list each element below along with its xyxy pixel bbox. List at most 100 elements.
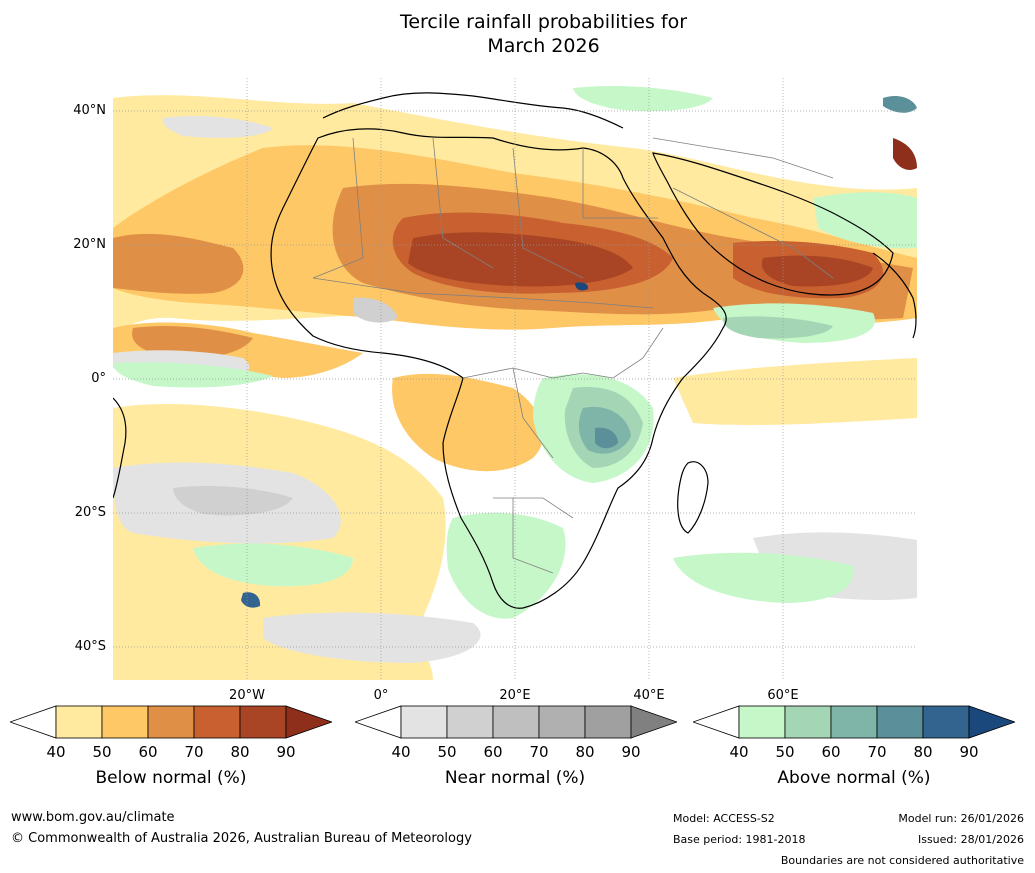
colorbar-above-bin-70 — [876, 705, 924, 739]
colorbar-below-tick-40: 40 — [46, 743, 66, 761]
colorbar-near-tick-90: 90 — [621, 743, 641, 761]
footer-copyright: © Commonwealth of Australia 2026, Austra… — [11, 831, 472, 846]
colorbar-above-bin-40 — [738, 705, 786, 739]
border-central-1 — [462, 367, 584, 379]
above-70-caspian — [883, 96, 917, 113]
colorbar-above — [693, 705, 1015, 739]
above-40-southern-africa — [446, 512, 566, 619]
rainfall-probability-map — [113, 78, 917, 680]
colorbar-below-bin-50 — [101, 705, 149, 739]
coastlines — [113, 92, 917, 609]
border-sahara-1 — [312, 137, 364, 279]
footer-disclaimer: Boundaries are not considered authoritat… — [780, 854, 1024, 867]
colorbar-below-tick-90: 90 — [276, 743, 296, 761]
colorbar-near-tick-60: 60 — [483, 743, 503, 761]
colorbar-below-tick-60: 60 — [138, 743, 158, 761]
footer-base-period: Base period: 1981-2018 — [673, 833, 806, 846]
lon-label-20W: 20°W — [229, 688, 265, 703]
india-coastline — [872, 252, 917, 339]
colorbar-near-bin-40 — [400, 705, 448, 739]
colorbar-below-underflow — [10, 705, 57, 739]
colorbar-near-bin-70 — [538, 705, 586, 739]
colorbar-below-bin-70 — [193, 705, 241, 739]
near-50-sw — [173, 486, 293, 516]
colorbar-near — [355, 705, 677, 739]
lon-label-20E: 20°E — [499, 688, 531, 703]
colorbar-near-tick-70: 70 — [529, 743, 549, 761]
above-80-south-atlantic — [241, 592, 261, 608]
near-40-southern — [263, 612, 481, 663]
colorbar-near-tick-80: 80 — [575, 743, 595, 761]
colorbar-above-tick-40: 40 — [729, 743, 749, 761]
below-80-arabia — [761, 255, 873, 287]
footer-model-run: Model run: 26/01/2026 — [898, 812, 1024, 825]
colorbar-below-tick-70: 70 — [184, 743, 204, 761]
colorbar-below-bin-80 — [239, 705, 287, 739]
colorbar-above-bin-80 — [922, 705, 970, 739]
europe-coastline — [322, 92, 624, 129]
colorbar-below-label: Below normal (%) — [95, 768, 247, 788]
colorbar-below-tick-80: 80 — [230, 743, 250, 761]
colorbar-below-tick-50: 50 — [92, 743, 112, 761]
above-50-indian — [723, 316, 833, 339]
lat-label-40S: 40°S — [74, 639, 106, 654]
country-borders — [312, 137, 834, 574]
above-70-east-africa — [595, 427, 618, 449]
footer-issued: Issued: 28/01/2026 — [917, 833, 1024, 846]
above-40-equatorial — [113, 362, 273, 388]
footer-model: Model: ACCESS-S2 — [673, 812, 775, 825]
colorbar-below-overflow — [285, 705, 332, 739]
above-normal-field — [113, 86, 917, 619]
border-egypt — [582, 148, 658, 219]
footer-website-link[interactable]: www.bom.gov.au/climate — [11, 810, 175, 825]
border-southern-1 — [493, 497, 574, 519]
border-sahara-2 — [432, 137, 494, 269]
africa-coastline — [270, 128, 727, 609]
colorbar-above-tick-80: 80 — [913, 743, 933, 761]
below-60-guinea — [132, 326, 253, 359]
colorbar-above-underflow — [693, 705, 740, 739]
below-60-west-ocean — [113, 233, 244, 294]
chart-title: Tercile rainfall probabilities for March… — [0, 10, 1035, 58]
lat-label-20N: 20°N — [73, 237, 106, 252]
above-40-indian-south — [673, 552, 854, 603]
madagascar-coastline — [677, 461, 709, 534]
border-arabia — [672, 187, 834, 279]
near-50-west-africa — [353, 297, 398, 323]
colorbar-above-tick-60: 60 — [821, 743, 841, 761]
gridlines — [113, 78, 917, 680]
border-middle-east — [652, 137, 834, 179]
colorbar-below-bin-40 — [55, 705, 103, 739]
south-america-coastline — [113, 397, 127, 499]
below-50-congo — [392, 373, 544, 472]
above-40-south-atlantic — [193, 543, 353, 587]
border-east — [582, 327, 664, 379]
colorbar-above-label: Above normal (%) — [777, 768, 931, 788]
border-central-2 — [512, 367, 554, 459]
colorbar-near-overflow — [630, 705, 677, 739]
border-sahel — [312, 277, 654, 309]
near-40-mediterranean — [162, 116, 273, 138]
colorbar-near-bin-50 — [446, 705, 494, 739]
colorbar-near-tick-50: 50 — [437, 743, 457, 761]
colorbar-near-bin-60 — [492, 705, 540, 739]
lon-label-40E: 40°E — [633, 688, 665, 703]
title-line2: March 2026 — [487, 35, 600, 57]
lat-label-0: 0° — [91, 371, 106, 386]
colorbar-near-underflow — [355, 705, 402, 739]
lon-label-0E: 0° — [373, 688, 389, 703]
title-line1: Tercile rainfall probabilities for — [399, 11, 688, 33]
arabia-coastline — [652, 152, 894, 296]
colorbar-above-bin-60 — [830, 705, 878, 739]
above-40-east-ocean — [813, 192, 917, 249]
colorbar-above-overflow — [968, 705, 1015, 739]
colorbar-near-bin-80 — [584, 705, 632, 739]
colorbar-above-tick-50: 50 — [775, 743, 795, 761]
above-90-chad — [575, 282, 589, 291]
below-90-iran — [893, 138, 917, 170]
border-sahara-3 — [512, 147, 584, 279]
colorbar-below-bin-60 — [147, 705, 195, 739]
lon-label-60E: 60°E — [767, 688, 799, 703]
above-40-mediterranean — [573, 86, 713, 112]
border-southern-2 — [512, 498, 554, 574]
